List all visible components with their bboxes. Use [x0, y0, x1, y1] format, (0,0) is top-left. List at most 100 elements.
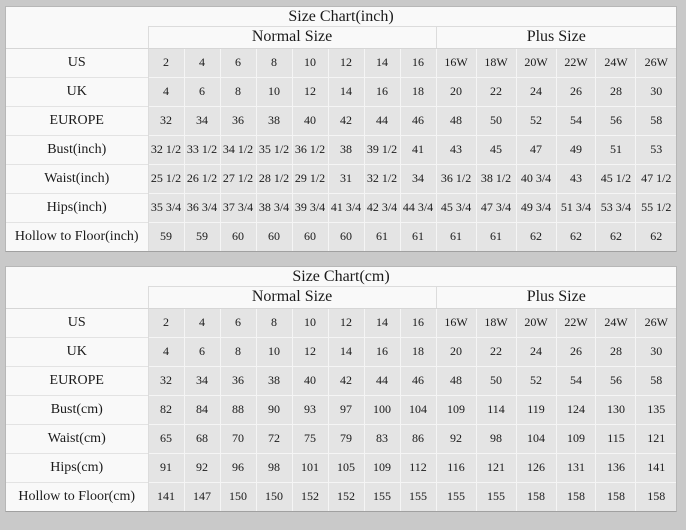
- size-value-cell: 105: [327, 452, 364, 482]
- size-value-cell: 36 3/4: [183, 192, 220, 222]
- table-row: US 2 4 6 8 10 12 14 16 16W 18W 20W 22W 24W 26W: [6, 47, 676, 77]
- size-value-cell: 8: [255, 307, 292, 337]
- size-value-cell: 45: [475, 134, 517, 164]
- size-value-cell: 31: [327, 163, 364, 193]
- size-value-cell: 61: [435, 221, 477, 251]
- size-value-cell: 20W: [515, 47, 556, 77]
- table-row: US 2 4 6 8 10 12 14 16 16W 18W 20W 22W 24W 26W: [6, 307, 676, 337]
- size-value-cell: 8: [255, 47, 292, 77]
- size-value-cell: 61: [399, 221, 437, 251]
- size-value-cell: 26W: [635, 307, 676, 337]
- size-value-cell: 12: [327, 307, 364, 337]
- size-value-cell: 47: [515, 134, 556, 164]
- size-value-cell: 39 1/2: [363, 134, 400, 164]
- size-value-cell: 22W: [555, 47, 596, 77]
- row-label: Hips(inch): [6, 192, 149, 222]
- size-value-cell: 53: [635, 134, 676, 164]
- size-value-cell: 68: [183, 423, 220, 453]
- size-value-cell: 109: [435, 394, 477, 424]
- size-value-cell: 45 3/4: [435, 192, 477, 222]
- size-value-cell: 124: [555, 394, 596, 424]
- size-value-cell: 91: [147, 452, 184, 482]
- size-value-cell: 26: [555, 76, 596, 106]
- size-value-cell: 8: [219, 336, 256, 366]
- size-value-cell: 6: [219, 47, 256, 77]
- size-value-cell: 6: [183, 336, 220, 366]
- size-value-cell: 20W: [515, 307, 556, 337]
- row-label: UK: [6, 76, 149, 106]
- size-value-cell: 28: [595, 76, 636, 106]
- row-label: UK: [6, 336, 149, 366]
- size-value-cell: 44 3/4: [399, 192, 437, 222]
- size-value-cell: 36: [219, 105, 256, 135]
- size-value-cell: 54: [555, 105, 596, 135]
- size-value-cell: 96: [219, 452, 256, 482]
- size-value-cell: 47 1/2: [635, 163, 676, 193]
- size-value-cell: 119: [515, 394, 556, 424]
- size-value-cell: 109: [555, 423, 596, 453]
- size-value-cell: 158: [515, 481, 556, 511]
- size-value-cell: 155: [475, 481, 517, 511]
- size-value-cell: 84: [183, 394, 220, 424]
- size-value-cell: 54: [555, 365, 596, 395]
- table-row: UK 4 6 8 10 12 14 16 18 20 22 24 26 28 30: [6, 336, 676, 366]
- size-value-cell: 18W: [475, 47, 517, 77]
- size-value-cell: 158: [635, 481, 676, 511]
- size-value-cell: 16: [363, 76, 400, 106]
- size-value-cell: 40: [291, 365, 328, 395]
- row-label: Hollow to Floor(inch): [6, 221, 149, 251]
- size-value-cell: 101: [291, 452, 328, 482]
- size-value-cell: 48: [435, 105, 477, 135]
- size-value-cell: 46: [399, 365, 437, 395]
- table-row: Waist(inch) 25 1/2 26 1/2 27 1/2 28 1/2 29 1/…: [6, 163, 676, 193]
- row-label: Bust(inch): [6, 134, 149, 164]
- size-value-cell: 53 3/4: [595, 192, 636, 222]
- size-value-cell: 39 3/4: [291, 192, 328, 222]
- size-value-cell: 150: [219, 481, 256, 511]
- size-value-cell: 24W: [595, 47, 636, 77]
- size-value-cell: 10: [291, 47, 328, 77]
- row-label: Hollow to Floor(cm): [6, 481, 149, 511]
- size-value-cell: 82: [147, 394, 184, 424]
- size-value-cell: 16W: [435, 307, 477, 337]
- size-value-cell: 49 3/4: [515, 192, 556, 222]
- size-value-cell: 12: [291, 76, 328, 106]
- corner-cell: [6, 287, 148, 309]
- page-background: Size Chart(inch) Normal Size Plus Size U…: [5, 6, 677, 512]
- size-value-cell: 28: [595, 336, 636, 366]
- plus-size-header: Plus Size: [435, 27, 676, 49]
- size-value-cell: 60: [219, 221, 256, 251]
- size-value-cell: 41: [399, 134, 437, 164]
- size-value-cell: 36 1/2: [435, 163, 477, 193]
- size-value-cell: 58: [635, 105, 676, 135]
- size-value-cell: 131: [555, 452, 596, 482]
- table-row: UK 4 6 8 10 12 14 16 18 20 22 24 26 28 30: [6, 76, 676, 106]
- size-value-cell: 116: [435, 452, 477, 482]
- size-value-cell: 60: [327, 221, 364, 251]
- normal-size-header: Normal Size: [147, 27, 437, 49]
- size-value-cell: 158: [595, 481, 636, 511]
- size-value-cell: 155: [435, 481, 477, 511]
- size-value-cell: 126: [515, 452, 556, 482]
- size-value-cell: 35 1/2: [255, 134, 292, 164]
- size-value-cell: 2: [147, 47, 184, 77]
- table-row: EUROPE 32 34 36 38 40 42 44 46 48 50 52 54 56 58: [6, 365, 676, 395]
- row-label: US: [6, 47, 149, 77]
- size-value-cell: 141: [635, 452, 676, 482]
- size-value-cell: 45 1/2: [595, 163, 636, 193]
- size-value-cell: 36: [219, 365, 256, 395]
- size-value-cell: 2: [147, 307, 184, 337]
- size-chart-cm: Size Chart(cm) Normal Size Plus Size US 2…: [5, 266, 677, 512]
- size-value-cell: 88: [219, 394, 256, 424]
- size-value-cell: 12: [291, 336, 328, 366]
- size-value-cell: 152: [291, 481, 328, 511]
- table-row: Bust(inch) 32 1/2 33 1/2 34 1/2 35 1/2 36 1/2…: [6, 134, 676, 164]
- row-label: Waist(inch): [6, 163, 149, 193]
- size-value-cell: 34: [183, 365, 220, 395]
- size-value-cell: 61: [363, 221, 400, 251]
- size-value-cell: 93: [291, 394, 328, 424]
- size-value-cell: 100: [363, 394, 400, 424]
- size-value-cell: 34 1/2: [219, 134, 256, 164]
- size-value-cell: 6: [219, 307, 256, 337]
- size-value-cell: 16: [363, 336, 400, 366]
